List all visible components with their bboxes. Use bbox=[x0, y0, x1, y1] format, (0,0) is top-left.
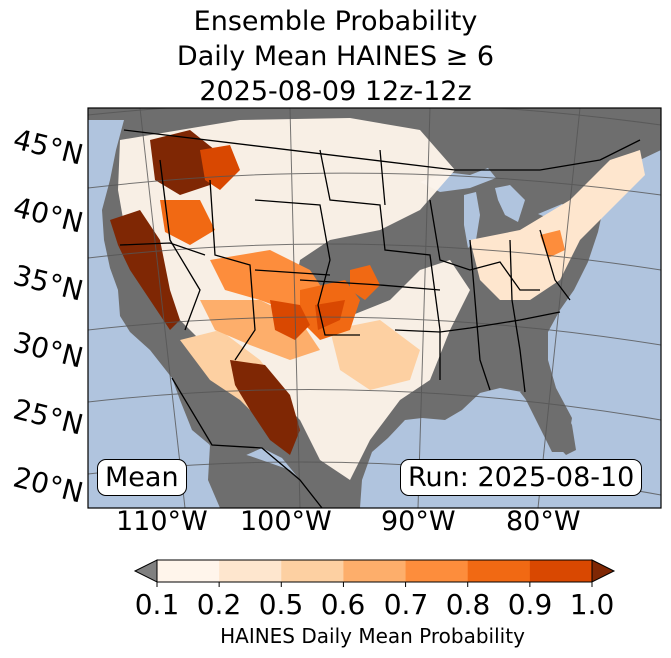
colorbar-tick-label: 0.2 bbox=[196, 588, 242, 621]
title-line-3: 2025-08-09 12z-12z bbox=[199, 76, 472, 107]
colorbar-segment bbox=[343, 560, 407, 582]
colorbar-segment bbox=[405, 560, 469, 582]
longitude-label-90: 90°W bbox=[381, 506, 456, 537]
colorbar-tick-label: 0.8 bbox=[445, 588, 491, 621]
colorbar-tick-label: 0.6 bbox=[320, 588, 366, 621]
lake-huron bbox=[495, 185, 525, 222]
colorbar-tick-label: 0.7 bbox=[383, 588, 429, 621]
colorbar-tick-label: 0.5 bbox=[258, 588, 304, 621]
baja-peninsula bbox=[158, 330, 222, 450]
colorbar-segment bbox=[157, 560, 220, 582]
longitude-label-80: 80°W bbox=[506, 506, 581, 537]
longitude-label-110: 110°W bbox=[116, 506, 208, 537]
colorbar-segment bbox=[529, 560, 593, 582]
colorbar-segment bbox=[467, 560, 531, 582]
colorbar-label: HAINES Daily Mean Probability bbox=[220, 624, 525, 648]
run-date-box: Run: 2025-08-10 bbox=[400, 459, 643, 496]
borders bbox=[119, 129, 641, 508]
colorbar-tick-label: 0.1 bbox=[134, 588, 180, 621]
colorbar-over-arrow bbox=[591, 559, 616, 583]
colorbar-tick-label: 0.9 bbox=[507, 588, 553, 621]
lake-michigan bbox=[464, 192, 480, 248]
colorbar-segment bbox=[281, 560, 344, 582]
colorbar-under-arrow bbox=[133, 559, 158, 583]
colorbar-tick-label: 1.0 bbox=[569, 588, 615, 621]
title-line-2: Daily Mean HAINES ≥ 6 bbox=[176, 41, 495, 72]
stat-box-mean: Mean bbox=[97, 459, 187, 496]
title-line-1: Ensemble Probability bbox=[193, 6, 478, 37]
longitude-label-100: 100°W bbox=[240, 506, 332, 537]
probability-field bbox=[110, 118, 645, 480]
colorbar-segment bbox=[219, 560, 282, 582]
